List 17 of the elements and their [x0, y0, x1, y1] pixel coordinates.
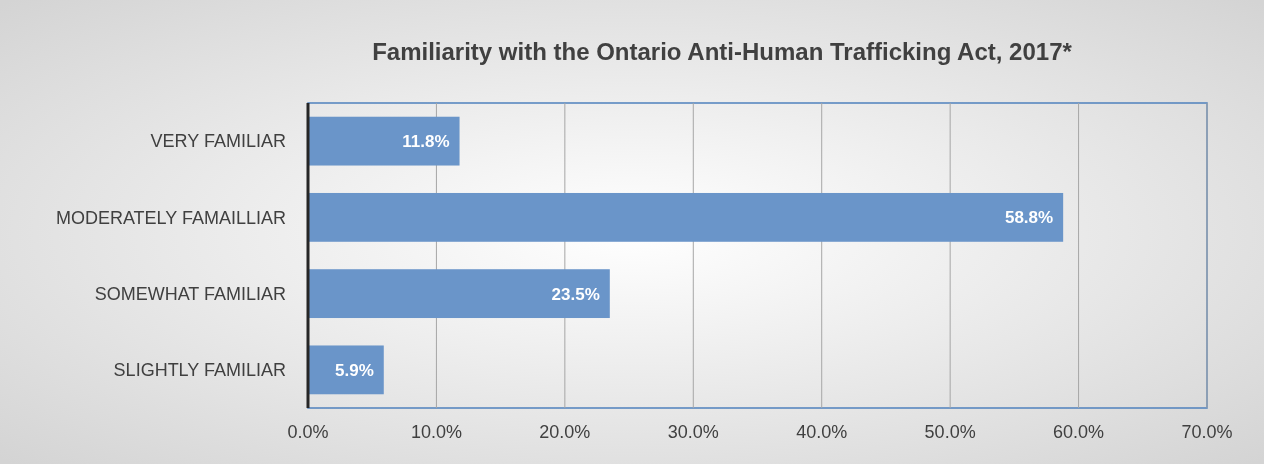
- x-tick-label: 50.0%: [924, 422, 976, 442]
- x-tick-label: 20.0%: [539, 422, 591, 442]
- y-tick-label: SOMEWHAT FAMILIAR: [94, 283, 286, 304]
- x-tick-label: 0.0%: [287, 422, 329, 442]
- x-tick-label: 30.0%: [667, 422, 719, 442]
- data-label: 58.8%: [1004, 208, 1054, 228]
- data-label: 11.8%: [402, 132, 450, 152]
- x-tick-label: 10.0%: [410, 422, 462, 442]
- y-tick-label: VERY FAMILIAR: [150, 131, 286, 152]
- y-tick-label: SLIGHTLY FAMILIAR: [113, 360, 286, 381]
- y-tick-label: MODERATELY FAMAILLIAR: [55, 207, 286, 228]
- x-tick-label: 40.0%: [796, 422, 848, 442]
- data-label: 5.9%: [335, 360, 374, 380]
- chart-title: Familiarity with the Ontario Anti-Human Trafficking Act, 2017*: [372, 38, 1073, 65]
- x-tick-label: 70.0%: [1181, 422, 1233, 442]
- x-tick-label: 60.0%: [1053, 422, 1105, 442]
- data-label: 23.5%: [551, 284, 600, 304]
